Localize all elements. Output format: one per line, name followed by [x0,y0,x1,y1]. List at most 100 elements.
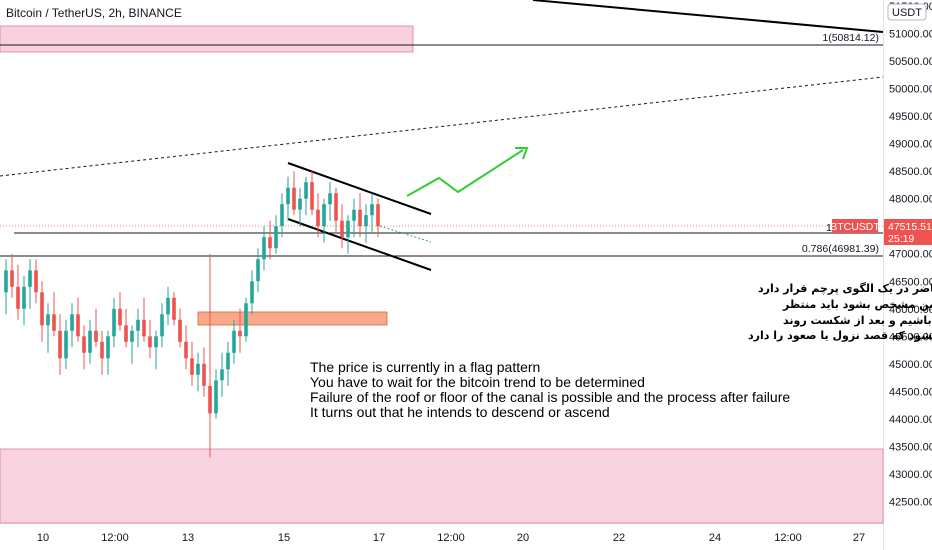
demand-zone[interactable] [197,311,388,326]
currency-badge-label: USDT [892,7,922,19]
candle-body [322,204,326,227]
persian-annotation[interactable]: قیمت در حال حاضر در یک الگوی پرچم قرار د… [748,282,932,342]
candle-body [64,330,68,359]
currency-badge[interactable] [887,3,927,21]
candle-body [364,215,368,227]
candle-body [82,336,86,353]
candle-body [262,237,266,260]
price-tick-label: 50500.00 [889,56,932,68]
symbol-badge[interactable] [832,219,878,233]
candle-body [4,270,8,293]
candle-body [136,319,140,331]
price-tick-label: 49500.00 [889,111,932,123]
price-tick-label: 44500.00 [889,386,932,398]
candle-body [58,330,62,359]
candle-body [172,297,176,320]
candle-body [70,314,74,331]
candle-body [166,297,170,315]
price-tick-label: 47000.00 [889,249,932,261]
time-tick-label: 24 [709,532,721,544]
candle-body [208,385,212,414]
time-tick-label: 10 [37,532,49,544]
candle-body [304,182,308,199]
candle-body [16,286,20,309]
candle-body [22,286,26,309]
last-price-badge[interactable] [884,219,932,245]
price-tick-label: 50000.00 [889,84,932,96]
time-tick-label: 13 [182,532,194,544]
projection-arrow[interactable] [406,149,524,197]
price-tick-label: 43000.00 [889,469,932,481]
time-tick-label: 17 [373,532,385,544]
time-tick-label: 12:00 [774,532,802,544]
candle-body [178,319,182,342]
candle-body [220,369,224,381]
candle-body [346,220,350,238]
candle-body [130,330,134,342]
time-tick-label: 22 [613,532,625,544]
price-tick-label: 44000.00 [889,414,932,426]
candle-body [286,187,290,205]
candle-body [334,193,338,221]
candle-body [202,363,206,386]
arrowhead-icon [515,147,529,160]
candle-body [250,281,254,304]
candle-body [292,187,296,210]
price-tick-label: 45500.00 [889,331,932,343]
candle-body [148,336,152,348]
candle-body [184,341,188,359]
price-axis[interactable]: 42500.00 43000.00 43500.00 44000.00 44500.00… [889,1,932,509]
english-annotation[interactable]: The price is currently in a flag pattern… [310,359,790,420]
time-axis[interactable]: 10 12:00 13 15 17 12:00 20 22 24 12:00 27 [37,532,865,544]
english-line-2: You have to wait for the bitcoin trend t… [310,374,645,390]
candle-body [232,330,236,353]
last-price-value: 47515.51 [888,221,932,233]
candle-body [106,336,110,359]
price-tick-label: 48500.00 [889,166,932,178]
candle-body [226,352,230,370]
candle-body [214,380,218,414]
price-tick-label: 46500.00 [889,276,932,288]
candle-body [196,363,200,375]
persian-line-3: شکست سقف یا کف کانال باشیم و بعد از شکست… [783,314,932,327]
support-zone[interactable] [0,448,884,524]
candle-body [76,314,80,337]
candle-body [28,270,32,287]
candle-body [160,314,164,337]
candle-body [310,182,314,210]
candle-body [112,308,116,337]
flag-lower-line[interactable] [287,218,432,271]
candle-body [238,330,242,337]
price-tick-label: 42500.00 [889,497,932,509]
resistance-zone[interactable] [0,25,414,53]
candle-body [40,292,44,326]
english-line-1: The price is currently in a flag pattern [310,359,540,375]
persian-line-4: مشخص میشود که قصد نزول یا صعود را دارد [748,329,932,342]
time-tick-label: 20 [517,532,529,544]
time-tick-label: 15 [278,532,290,544]
price-tick-label: 46000.00 [889,304,932,316]
price-tick-label: 48000.00 [889,194,932,206]
candle-body [94,330,98,342]
top-trend-line[interactable] [532,0,884,33]
flag-mid-line [379,225,432,243]
dashed-trend-line[interactable] [0,76,884,177]
fib-1-label: 1(50814.12) [822,32,879,44]
persian-line-2: که برای اینکه روند بیتکوین مشخص بشود بای… [782,298,932,311]
price-tick-label: 43500.00 [889,441,932,453]
price-flag-label: 1 [826,222,832,234]
price-tick-label: 45000.00 [889,359,932,371]
candle-body [352,209,356,221]
fib-0786-label: 0.786(46981.39) [802,243,879,255]
time-tick-label: 27 [853,532,865,544]
candles-group [4,171,380,458]
candle-body [124,325,128,342]
candle-body [370,204,374,216]
english-line-4: It turns out that he intends to descend … [310,404,610,420]
candle-body [280,204,284,227]
candle-body [88,330,92,353]
price-tick-label: 49000.00 [889,139,932,151]
time-tick-label: 12:00 [437,532,465,544]
